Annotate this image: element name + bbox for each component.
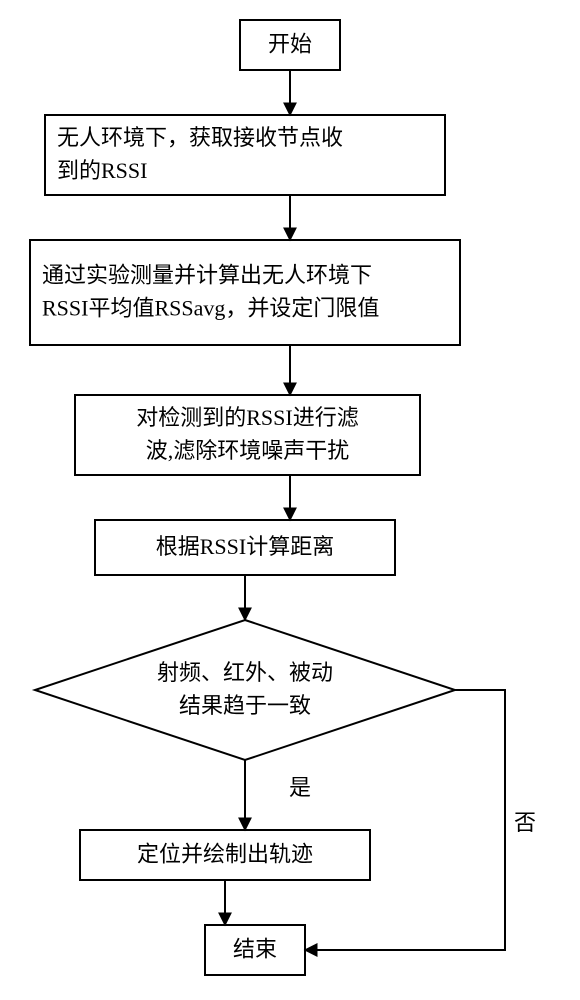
svg-text:射频、红外、被动: 射频、红外、被动	[157, 660, 333, 685]
svg-text:定位并绘制出轨迹: 定位并绘制出轨迹	[137, 842, 313, 867]
node-dec	[35, 620, 455, 760]
edge-label-7: 否	[514, 810, 536, 835]
svg-text:结果趋于一致: 结果趋于一致	[179, 693, 311, 718]
svg-text:通过实验测量并计算出无人环境下: 通过实验测量并计算出无人环境下	[42, 263, 372, 288]
svg-text:结束: 结束	[233, 937, 277, 962]
svg-text:根据RSSI计算距离: 根据RSSI计算距离	[156, 534, 334, 559]
svg-text:开始: 开始	[268, 32, 312, 57]
svg-text:RSSI平均值RSSavg，并设定门限值: RSSI平均值RSSavg，并设定门限值	[42, 296, 379, 321]
svg-text:波,滤除环境噪声干扰: 波,滤除环境噪声干扰	[146, 438, 350, 463]
node-n2	[30, 240, 460, 345]
svg-text:到的RSSI: 到的RSSI	[57, 158, 147, 183]
svg-text:对检测到的RSSI进行滤: 对检测到的RSSI进行滤	[136, 405, 358, 430]
edge-label-5: 是	[289, 775, 311, 800]
svg-text:无人环境下，获取接收节点收: 无人环境下，获取接收节点收	[57, 125, 343, 150]
